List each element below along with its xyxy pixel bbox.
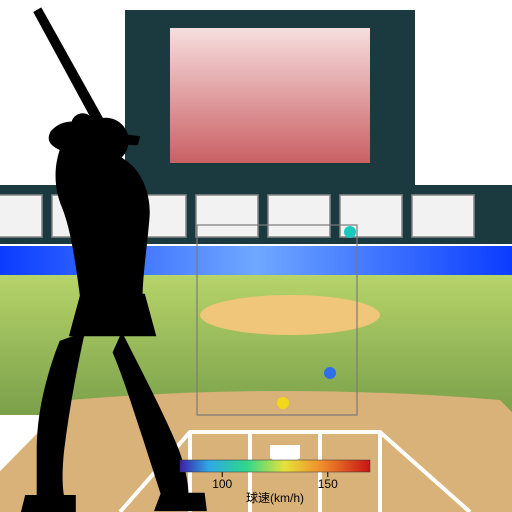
booth	[412, 195, 474, 237]
colorbar-tick-label: 150	[318, 477, 338, 491]
pitch-location-chart: 100 150 球速(km/h)	[0, 0, 512, 512]
booth	[0, 195, 42, 237]
colorbar	[180, 460, 370, 472]
pitch-marker	[324, 367, 336, 379]
scoreboard-screen	[170, 28, 370, 163]
pitchers-mound	[200, 295, 380, 335]
pitch-marker	[277, 397, 289, 409]
pitch-marker	[344, 226, 356, 238]
booth	[268, 195, 330, 237]
colorbar-label: 球速(km/h)	[246, 491, 304, 505]
chart-svg: 100 150 球速(km/h)	[0, 0, 512, 512]
booth	[196, 195, 258, 237]
colorbar-tick-label: 100	[212, 477, 232, 491]
